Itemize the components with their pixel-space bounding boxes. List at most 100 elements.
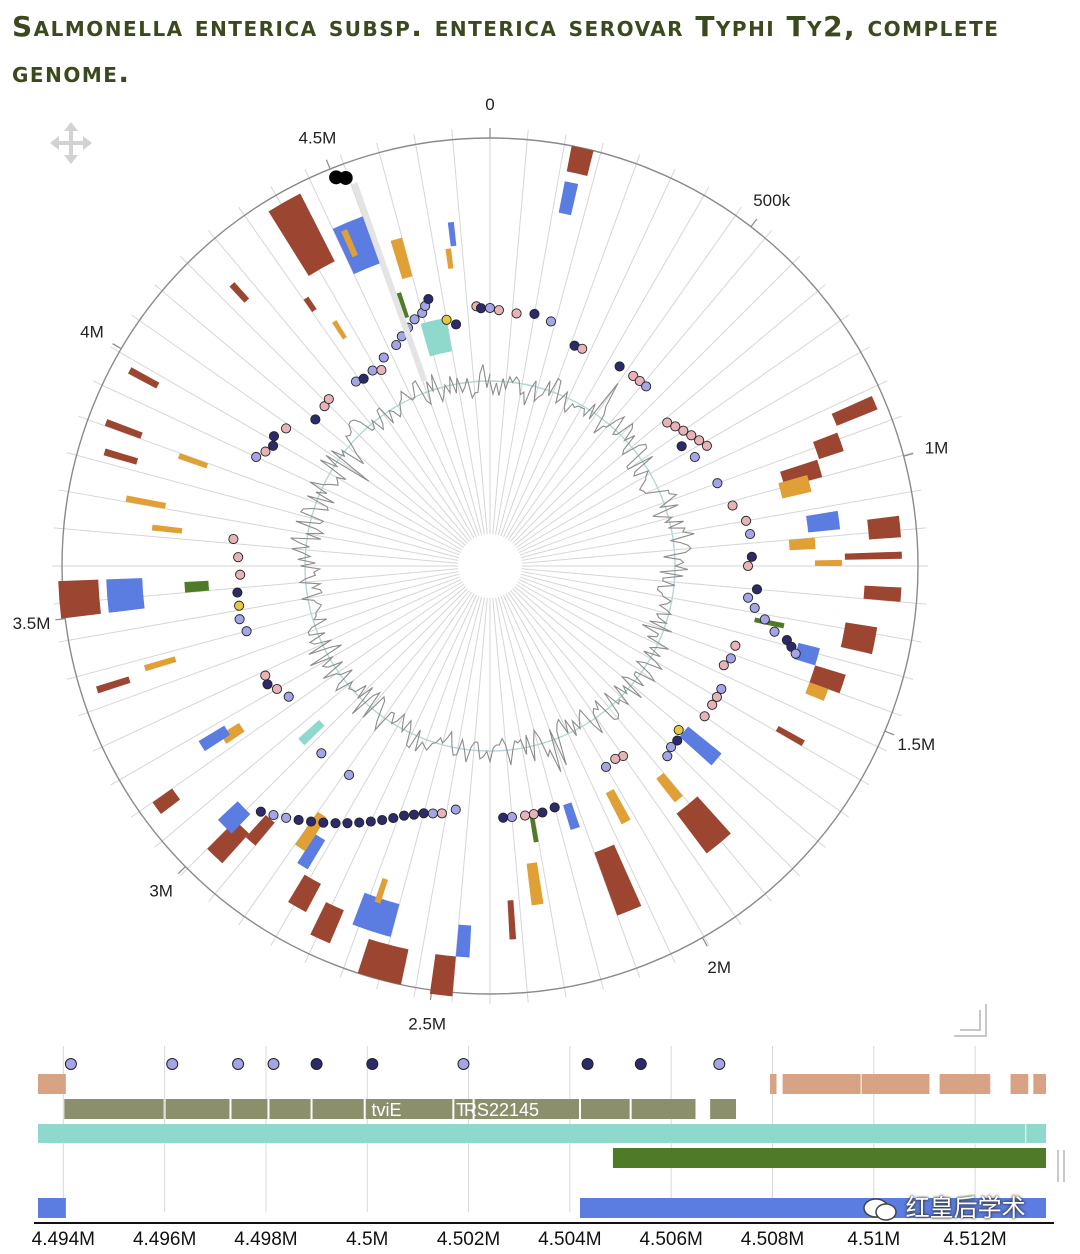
gene-feature: [365, 1099, 453, 1119]
radial-grid-line: [495, 597, 567, 998]
snp-dot: [641, 381, 652, 392]
genome-tick: [701, 937, 708, 947]
feature-block: [867, 515, 901, 540]
snp-dot: [744, 529, 756, 540]
radial-grid-line: [238, 206, 473, 541]
linear-tick-label: 4.508M: [741, 1229, 804, 1250]
radial-grid-line: [510, 590, 772, 902]
feature-block: [840, 622, 878, 655]
feature-block: [352, 892, 400, 937]
feature-block: [198, 725, 231, 752]
gene-label: T: [456, 1100, 467, 1120]
genome-tick-label: 0: [485, 95, 494, 114]
snp-dot: [408, 809, 420, 820]
snp-dot: [376, 365, 387, 376]
watermark: 红皇后学术: [862, 1188, 1026, 1223]
snp-dot: [475, 303, 487, 314]
genome-tick: [903, 452, 914, 457]
snp-dot: [749, 602, 760, 613]
radial-grid-line: [238, 591, 473, 926]
snp-dot: [316, 748, 327, 759]
snp-dot: [281, 423, 292, 434]
genome-tick-label: 4.5M: [299, 128, 337, 147]
snp-dot: [251, 451, 262, 463]
feature-block: [775, 725, 805, 746]
feature-block: [806, 510, 841, 533]
selection-indicator: [351, 182, 428, 383]
snp-dot: [707, 699, 718, 710]
gene-feature: [269, 1099, 311, 1119]
radial-grid-line: [208, 590, 470, 902]
salmon-feature: [939, 1074, 991, 1094]
genome-tick-label: 3.5M: [13, 614, 51, 633]
feature-block: [676, 796, 731, 854]
snp-dot: [399, 810, 410, 821]
snp-dot: [409, 314, 420, 325]
radial-grid-line: [505, 186, 710, 539]
snp-dot: [260, 670, 271, 681]
radial-grid-line: [512, 588, 801, 877]
snp-dot: [678, 425, 689, 436]
circular-genome-map[interactable]: 0 500k 1M 1.5M 2M 2.5M 3M 3.5M 4M 4.5M: [0, 90, 1080, 1040]
snp-dot: [628, 370, 639, 381]
linear-snp-dot: [267, 1058, 280, 1070]
feature-block: [298, 719, 325, 746]
radial-grid-line: [520, 452, 914, 559]
resize-handle-icon[interactable]: [950, 1000, 990, 1040]
radial-grid-line: [413, 597, 485, 998]
radial-grid-line: [503, 594, 676, 964]
snp-dot: [418, 808, 429, 819]
radial-grid-line: [92, 380, 462, 553]
blue-feature: [38, 1198, 66, 1218]
snp-dot: [577, 343, 588, 354]
radial-grid-line: [304, 594, 477, 964]
linear-snp-dot: [310, 1058, 323, 1070]
snp-dot: [344, 769, 355, 780]
linear-snp-dot: [581, 1058, 594, 1070]
genome-tick-label: 4M: [80, 322, 104, 341]
gene-feature: [474, 1099, 579, 1119]
track-resize-handle-icon[interactable]: [1052, 1148, 1072, 1184]
feature-block: [831, 395, 878, 426]
feature-block: [58, 579, 101, 619]
radial-grid-line: [376, 596, 483, 990]
snp-dot: [281, 812, 292, 823]
feature-block: [357, 938, 409, 985]
move-icon[interactable]: [48, 120, 94, 166]
feature-block: [809, 665, 846, 694]
linear-snp-dot: [64, 1058, 77, 1070]
snp-dot: [283, 691, 294, 702]
linear-genome-view[interactable]: 4.494M 4.496M 4.498M 4.5M 4.502M 4.504M 4.506M…: [0, 1040, 1080, 1254]
snp-dot: [234, 614, 245, 625]
snp-dot: [260, 446, 271, 457]
snp-dot: [358, 373, 369, 384]
linear-snp-dot: [713, 1058, 726, 1070]
snp-dot: [450, 804, 461, 815]
snp-dot: [268, 431, 280, 442]
feature-block: [805, 682, 829, 701]
snp-track: [228, 293, 801, 829]
genome-tick-label: 2M: [707, 958, 731, 977]
feature-block: [374, 878, 389, 904]
feature-block: [507, 900, 517, 940]
snp-dot: [701, 440, 712, 451]
snp-dot: [699, 711, 710, 722]
snp-dot: [498, 812, 509, 823]
snp-dot: [712, 478, 723, 489]
snp-dot: [318, 817, 329, 828]
snp-dot: [378, 352, 389, 363]
radial-grid-line: [492, 597, 529, 1003]
snp-dot: [255, 806, 266, 817]
linear-tick-label: 4.498M: [234, 1229, 297, 1250]
feature-block: [390, 237, 413, 280]
feature-block: [529, 812, 539, 843]
radial-grid-line: [78, 415, 461, 556]
snp-dot: [330, 818, 341, 829]
salmon-feature: [1010, 1074, 1029, 1094]
feature-block: [268, 193, 335, 276]
radial-grid-line: [110, 346, 463, 551]
snp-dot: [711, 691, 722, 703]
gene-feature: [631, 1099, 696, 1119]
snp-dot: [725, 653, 736, 664]
radial-grid-line: [154, 284, 466, 546]
